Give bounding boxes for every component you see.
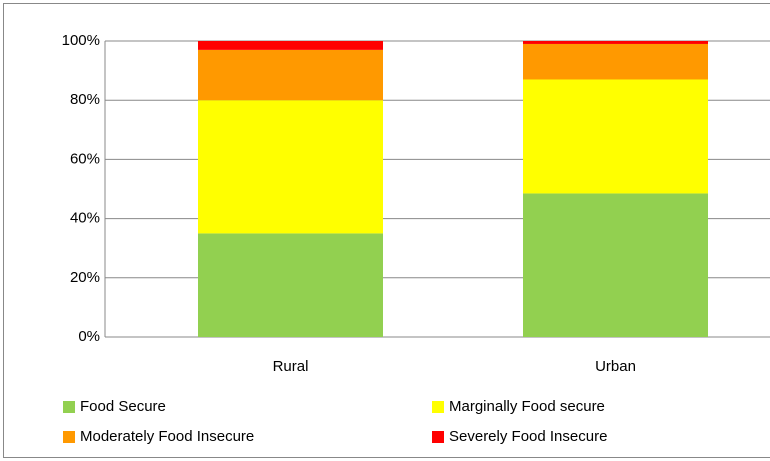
legend-label: Moderately Food Insecure [80,428,254,445]
legend-swatch [63,431,75,443]
bar-segment [198,49,383,101]
bar-segment [198,41,383,50]
y-tick-label: 60% [70,150,100,167]
bar-segment [198,100,383,234]
x-tick-label: Urban [595,358,636,375]
bar-segment [523,79,708,194]
legend-label: Marginally Food secure [449,398,605,415]
y-tick-label: 80% [70,91,100,108]
y-tick-label: 20% [70,269,100,286]
y-tick-label: 40% [70,210,100,227]
bar-segment [523,43,708,80]
bar-segment [523,41,708,44]
y-tick-label: 0% [78,328,100,345]
x-tick-label: Rural [273,358,309,375]
y-tick-label: 100% [62,32,100,49]
legend-label: Food Secure [80,398,166,415]
legend-swatch [432,401,444,413]
bar-segment [523,193,708,337]
legend-label: Severely Food Insecure [449,428,607,445]
legend-swatch [432,431,444,443]
legend-swatch [63,401,75,413]
bar-segment [198,233,383,337]
